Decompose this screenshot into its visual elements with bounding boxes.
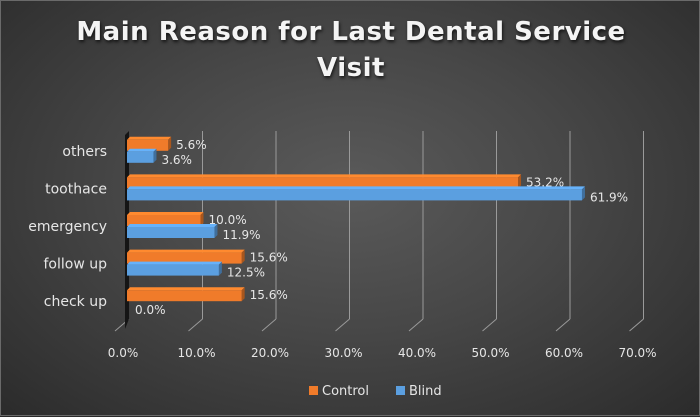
y-tick-label: toothace [45, 181, 107, 197]
bar-end-face [218, 261, 222, 276]
data-label: 5.6% [176, 138, 207, 152]
bar [127, 290, 242, 302]
bar-top-face [127, 249, 245, 253]
data-label: 11.9% [222, 228, 260, 242]
data-label: 61.9% [590, 190, 628, 204]
x-tick-label: 60.0% [545, 346, 583, 360]
gridline-floor [482, 318, 497, 332]
data-label: 53.2% [526, 175, 564, 189]
x-tick-label: 10.0% [177, 346, 215, 360]
data-label: 15.6% [250, 251, 288, 265]
x-tick-label: 20.0% [251, 346, 289, 360]
bar-top-face [127, 287, 245, 291]
bar-top-face [127, 212, 204, 215]
x-tick-label: 50.0% [471, 346, 509, 360]
x-tick-label: 30.0% [324, 346, 362, 360]
data-label: 10.0% [209, 213, 247, 227]
legend-swatch [309, 386, 318, 395]
bar [127, 264, 219, 276]
legend-label: Blind [409, 384, 442, 399]
data-label: 0.0% [135, 303, 166, 317]
bar-end-face [168, 136, 172, 151]
bar-end-face [241, 249, 245, 264]
bar-end-face [214, 224, 218, 238]
bar-end-face [153, 148, 157, 163]
gridline-floor [408, 318, 424, 332]
legend-label: Control [322, 384, 369, 399]
bar [127, 177, 519, 189]
y-tick-label: others [62, 144, 107, 160]
bar [127, 252, 242, 264]
bar-top-face [127, 186, 585, 190]
data-label: 3.6% [161, 153, 192, 167]
gridline-floor [261, 318, 277, 332]
gridline-floor [629, 318, 644, 332]
y-tick-label: check up [44, 294, 107, 310]
bar [127, 227, 215, 238]
x-tick-label: 70.0% [618, 346, 656, 360]
y-tick-label: follow up [44, 257, 108, 273]
bar [127, 215, 201, 226]
bar-top-face [127, 224, 218, 227]
chart-title-line-1: Main Reason for Last Dental Service [76, 17, 626, 47]
bar-top-face [127, 148, 157, 152]
data-label: 12.5% [227, 266, 265, 280]
gridline-floor [555, 318, 571, 332]
bar [127, 139, 169, 151]
bar-end-face [241, 287, 245, 302]
bar-end-face [200, 212, 204, 226]
bar [127, 189, 582, 201]
bar [127, 151, 154, 163]
bar-top-face [127, 174, 522, 178]
bar-top-face [127, 261, 222, 265]
y-tick-label: emergency [28, 219, 107, 235]
x-tick-label: 40.0% [398, 346, 436, 360]
gridline-floor [188, 318, 203, 332]
x-tick-label: 0.0% [108, 346, 139, 360]
bar-top-face [127, 136, 172, 140]
legend-swatch [396, 386, 405, 395]
data-label: 15.6% [250, 288, 288, 302]
gridline-floor [335, 318, 350, 332]
bar-end-face [518, 174, 522, 189]
chart-title-line-2: Visit [317, 53, 385, 83]
bar-end-face [581, 186, 585, 201]
